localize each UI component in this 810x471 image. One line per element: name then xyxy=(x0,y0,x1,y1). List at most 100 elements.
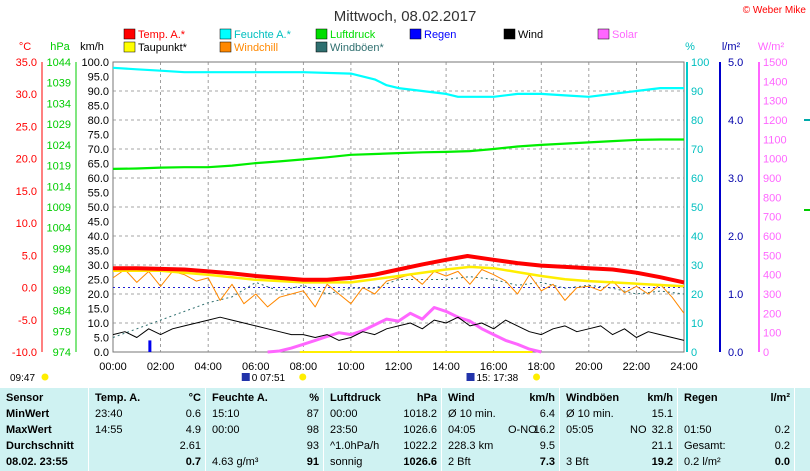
wind-tick-label: 30.0 xyxy=(88,260,109,272)
wind-avg-value: 9.5 xyxy=(539,440,555,452)
rain-axis-unit: l/m² xyxy=(722,41,741,53)
series-line-solar xyxy=(267,306,542,354)
gridlines xyxy=(112,61,685,353)
solar-axis-unit: W/m² xyxy=(758,41,785,53)
solar-tick-label: 1400 xyxy=(763,76,787,88)
pressure-tick-label: 1044 xyxy=(47,57,71,69)
solar-tick-label: 1100 xyxy=(763,134,787,146)
pressure-forecast: sonnig xyxy=(330,456,363,468)
sunset-icon xyxy=(466,373,475,381)
pressure-tick-label: 1039 xyxy=(47,78,71,90)
solar-tick-label: 800 xyxy=(763,192,781,204)
temp-min-time: 23:40 xyxy=(95,408,123,420)
series-lines xyxy=(112,66,685,354)
legend-label: Luftdruck xyxy=(330,29,376,41)
pressure-tick-label: 1029 xyxy=(47,119,71,131)
humidity-tick-label: 40 xyxy=(691,231,703,243)
temp-tick-label: -10.0 xyxy=(12,347,37,359)
wind-beaufort: 2 Bft xyxy=(448,456,471,468)
legend-label: Feuchte A.* xyxy=(234,29,292,41)
temp-max-time: 14:55 xyxy=(95,424,123,436)
pressure-tick-label: 1014 xyxy=(47,181,71,193)
wind-max-direction: O-NO xyxy=(508,424,537,436)
pressure-tick-label: 989 xyxy=(53,285,71,297)
x-tick-label: 20:00 xyxy=(575,361,603,373)
column-separator xyxy=(794,388,795,471)
solar-tick-label: 1000 xyxy=(763,154,787,166)
x-tick-label: 04:00 xyxy=(194,361,222,373)
legend-label: Windchill xyxy=(234,42,278,54)
pressure-tick-label: 979 xyxy=(53,326,71,338)
max-label: MaxWert xyxy=(6,424,52,436)
wind-tick-label: 25.0 xyxy=(88,275,109,287)
humidity-tick-label: 60 xyxy=(691,173,703,185)
temp-axis-unit: °C xyxy=(19,41,31,53)
humidity-tick-label: 100 xyxy=(691,57,709,69)
x-tick-label: 24:00 xyxy=(670,361,698,373)
pressure-max-time: 23:50 xyxy=(330,424,358,436)
legend-swatch xyxy=(123,41,136,53)
temp-tick-label: 10.0 xyxy=(16,218,37,230)
series-line-windchill xyxy=(112,269,685,314)
wind-tick-label: 20.0 xyxy=(88,289,109,301)
rain-total-value: 0.2 xyxy=(774,440,790,452)
avg-label: Durchschnitt xyxy=(6,440,74,452)
pressure-min-value: 1018.2 xyxy=(403,408,437,420)
rain-total-label: Gesamt: xyxy=(684,440,726,452)
wind-tick-label: 35.0 xyxy=(88,246,109,258)
wind-tick-label: 85.0 xyxy=(88,101,109,113)
current-label: 08.02. 23:55 xyxy=(6,456,68,468)
wind-max-value: 16.2 xyxy=(533,424,555,436)
pressure-tick-label: 984 xyxy=(53,306,71,318)
humidity-axis-unit: % xyxy=(685,41,695,53)
wind-max-time: 04:05 xyxy=(448,424,476,436)
wind-unit: km/h xyxy=(529,392,555,404)
solar-tick-label: 700 xyxy=(763,212,781,224)
rain-tick-label: 1.0 xyxy=(728,289,743,301)
legend-swatch xyxy=(597,28,610,40)
gusts-avg10-value: 15.1 xyxy=(651,408,673,420)
column-separator xyxy=(205,388,206,471)
rain-current-value: 0.0 xyxy=(774,456,790,468)
wind-tick-label: 45.0 xyxy=(88,217,109,229)
solar-tick-label: 500 xyxy=(763,250,781,262)
wind-tick-label: 40.0 xyxy=(88,231,109,243)
wind-tick-label: 80.0 xyxy=(88,115,109,127)
solar-tick-label: 100 xyxy=(763,328,781,340)
solar-tick-label: 600 xyxy=(763,231,781,243)
wind-tick-label: 5.0 xyxy=(94,333,109,345)
humidity-unit: % xyxy=(309,392,319,404)
gusts-beaufort: 3 Bft xyxy=(566,456,589,468)
temp-tick-label: 25.0 xyxy=(16,121,37,133)
temp-avg-value: 2.61 xyxy=(179,440,201,452)
gusts-unit: km/h xyxy=(647,392,673,404)
x-tick-label: 06:00 xyxy=(242,361,270,373)
x-tick-label: 14:00 xyxy=(432,361,460,373)
gusts-avg-value: 21.1 xyxy=(651,440,673,452)
rain-column: Regen l/m² 01:50 0.2 Gesamt: 0.2 0.2 l/m² 0.… xyxy=(678,388,794,471)
column-separator xyxy=(559,388,560,471)
sensor-header: Sensor xyxy=(6,392,44,404)
solar-tick-label: 400 xyxy=(763,270,781,282)
rain-max-time: 01:50 xyxy=(684,424,712,436)
rain-tick-label: 5.0 xyxy=(728,57,743,69)
wind-run: 228.3 km xyxy=(448,440,494,452)
temp-tick-label: -5.0 xyxy=(18,315,37,327)
rain-max-value: 0.2 xyxy=(774,424,790,436)
humidity-avg-value: 93 xyxy=(306,440,319,452)
sunrise-icon xyxy=(241,373,250,381)
column-separator xyxy=(441,388,442,471)
solar-tick-label: 900 xyxy=(763,173,781,185)
temp-tick-label: 35.0 xyxy=(16,57,37,69)
humidity-tick-label: 90 xyxy=(691,86,703,98)
wind-tick-label: 100.0 xyxy=(81,57,109,69)
sunrise-label: 0 07:51 xyxy=(252,373,286,384)
solar-tick-label: 300 xyxy=(763,289,781,301)
temp-tick-label: 20.0 xyxy=(16,154,37,166)
temp-tick-label: 15.0 xyxy=(16,186,37,198)
temp-unit: °C xyxy=(188,392,201,404)
pressure-current-value: 1026.6 xyxy=(403,456,437,468)
gusts-max-time: 05:05 xyxy=(566,424,594,436)
x-tick-label: 16:00 xyxy=(480,361,508,373)
chart-title: Mittwoch, 08.02.2017 xyxy=(334,8,477,25)
